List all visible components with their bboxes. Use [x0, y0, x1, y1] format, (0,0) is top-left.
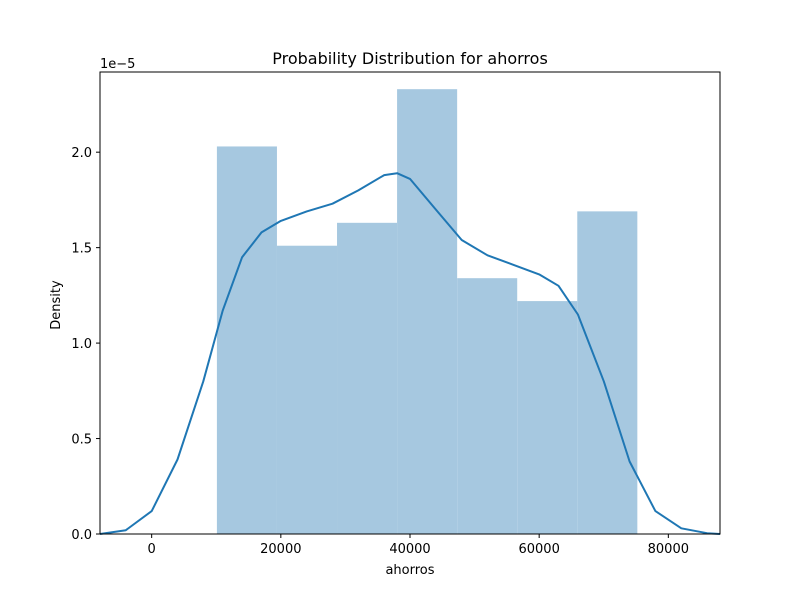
x-tick-label: 0 — [148, 542, 156, 557]
kde-line — [99, 172, 721, 535]
histogram-bar-6 — [517, 301, 578, 534]
x-tick-label: 40000 — [389, 542, 430, 557]
histogram-bar-3 — [337, 222, 398, 534]
y-tick-label: 0.0 — [71, 528, 92, 543]
x-tick-label: 80000 — [648, 542, 689, 557]
x-tick-label: 20000 — [260, 542, 301, 557]
y-tick-label: 1.0 — [71, 337, 92, 352]
histogram-bar-1 — [216, 146, 277, 535]
y-tick-label: 1.5 — [71, 242, 92, 257]
x-axis-label: ahorros — [385, 563, 434, 578]
y-tick-label: 2.0 — [71, 146, 92, 161]
plot-area: 0 20000 40000 60000 80000 0.0 0.5 1.0 1.5 2.0 — [71, 71, 721, 557]
y-tick-label: 0.5 — [71, 433, 92, 448]
histogram-bar-5 — [457, 278, 518, 534]
y-offset-label: 1e−5 — [100, 57, 135, 72]
histogram-bar-7 — [577, 211, 638, 534]
x-tick-label: 60000 — [518, 542, 559, 557]
y-axis-label: Density — [49, 280, 64, 330]
histogram-bar-2 — [276, 245, 338, 534]
histogram-bar-4 — [397, 89, 458, 534]
chart-title: Probability Distribution for ahorros — [272, 49, 548, 68]
